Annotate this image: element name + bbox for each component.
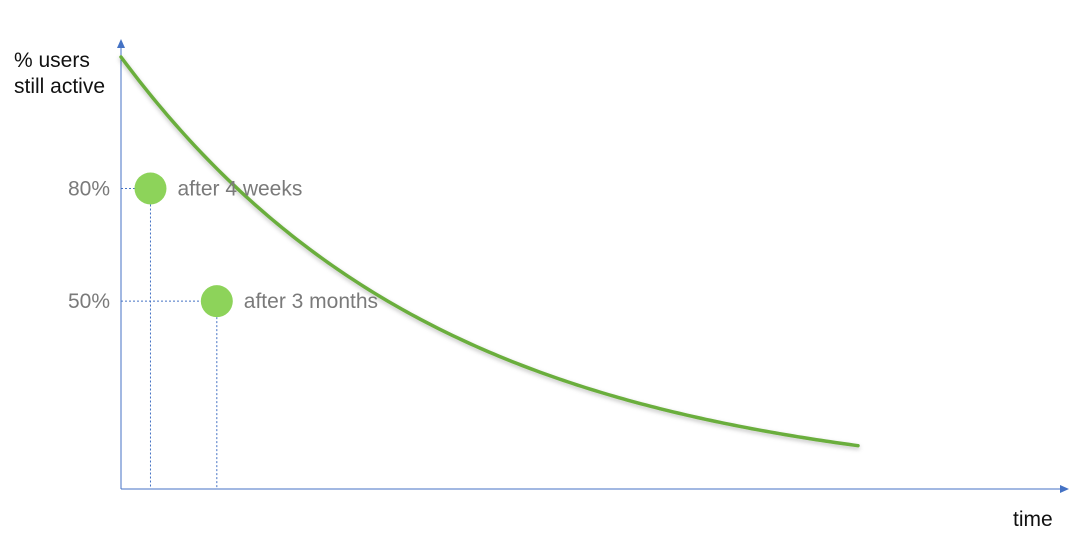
y-axis-title-line-2: still active <box>14 75 105 98</box>
annotation-label-1: after 3 months <box>244 290 378 313</box>
axes-group <box>117 39 1069 493</box>
y-axis-arrow <box>117 39 125 48</box>
markers-group: after 4 weeks after 3 months <box>134 172 378 318</box>
y-tick-label-0: 80% <box>68 177 110 200</box>
x-axis-arrow <box>1060 485 1069 493</box>
guides-group <box>121 187 218 489</box>
data-point-marker-1 <box>200 285 233 318</box>
x-axis-title: time <box>1013 508 1053 531</box>
y-tick-label-1: 50% <box>68 290 110 313</box>
y-axis-title-line-1: % users <box>14 49 90 72</box>
data-point-marker-0 <box>134 172 167 205</box>
annotation-label-0: after 4 weeks <box>177 177 302 200</box>
y-tick-labels: 80% 50% <box>68 177 110 313</box>
retention-curve <box>119 55 860 448</box>
